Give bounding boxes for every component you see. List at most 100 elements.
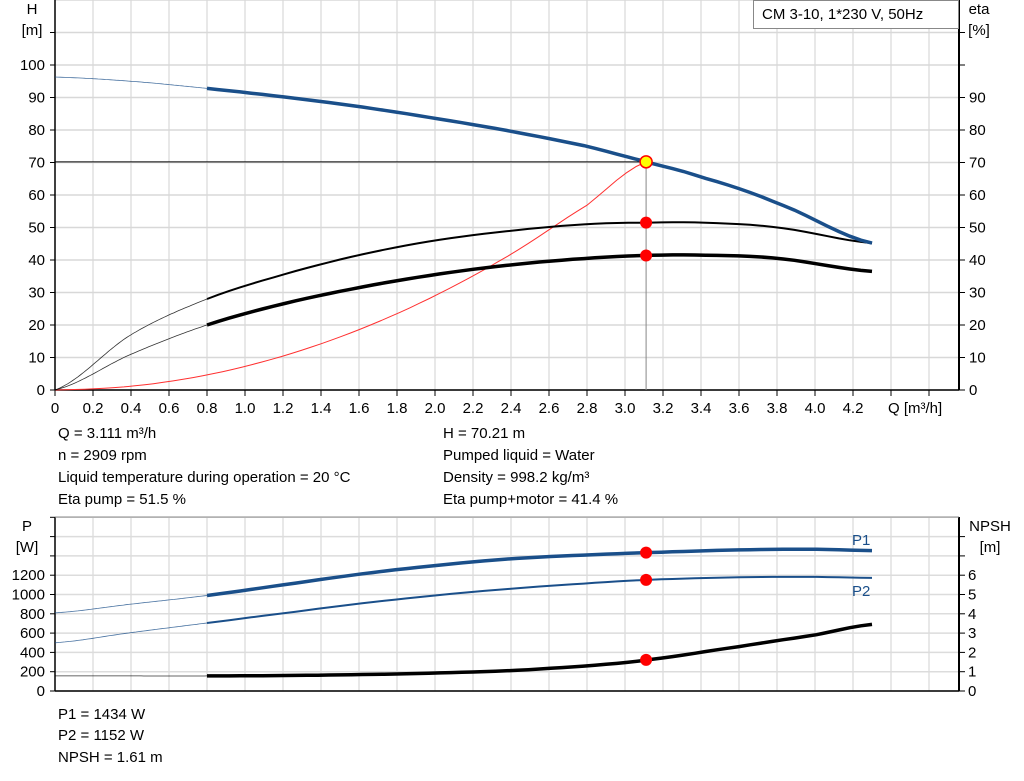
x-tick-label: 4.2 — [843, 400, 864, 417]
y-tick-label: 30 — [28, 285, 45, 302]
x-tick-label: 2.8 — [577, 400, 598, 417]
x-tick-label: 1.8 — [387, 400, 408, 417]
y-tick-label: 40 — [28, 252, 45, 269]
eta-total-duty-point — [640, 249, 653, 262]
y-tick-label-right: 30 — [969, 285, 986, 302]
info-head: H = 70.21 m — [443, 425, 526, 442]
eta-total-curve-line — [206, 253, 873, 327]
y-tick-label-right: 6 — [968, 567, 976, 584]
x-tick-label: 1.2 — [273, 400, 294, 417]
x-tick-label: 2.0 — [425, 400, 446, 417]
y-tick-label-right: 20 — [969, 317, 986, 334]
x-axis-label: Q [m³/h] — [888, 400, 942, 417]
y-tick-label: 200 — [20, 664, 45, 681]
x-tick-label: 1.6 — [349, 400, 370, 417]
y-tick-label: 10 — [28, 350, 45, 367]
x-tick-label: 3.8 — [767, 400, 788, 417]
y-tick-label-right: 90 — [969, 90, 986, 107]
y-tick-label: 60 — [28, 187, 45, 204]
y-tick-label-right: 10 — [969, 350, 986, 367]
p2-curve-line — [206, 575, 873, 624]
y-tick-label-right: 5 — [968, 587, 976, 604]
y-tick-label: 600 — [20, 625, 45, 642]
y-tick-label: 1000 — [12, 587, 45, 604]
y-tick-label: 80 — [28, 122, 45, 139]
y-tick-label-right: 2 — [968, 644, 976, 661]
x-tick-label: 0.4 — [121, 400, 142, 417]
y-tick-label: 70 — [28, 155, 45, 172]
p2-duty-point — [640, 573, 653, 586]
info-p1: P1 = 1434 W — [58, 706, 146, 723]
x-tick-label: 3.6 — [729, 400, 750, 417]
head-curve-extrapolated-line — [54, 76, 208, 89]
y-tick-label: 0 — [37, 382, 45, 399]
x-tick-label: 3.0 — [615, 400, 636, 417]
info-eta-pump: Eta pump = 51.5 % — [58, 491, 186, 508]
legend-box — [753, 0, 959, 29]
legend-title: CM 3-10, 1*230 V, 50Hz — [762, 6, 923, 23]
eta-pump-duty-point — [640, 216, 653, 229]
y-tick-label-right: 80 — [969, 122, 986, 139]
y-axis-unit: [m] — [22, 22, 43, 39]
y-tick-label: 100 — [20, 57, 45, 74]
y-tick-label: 400 — [20, 644, 45, 661]
eta-total-curve-extrapolated-line — [54, 324, 208, 391]
info-q: Q = 3.111 m³/h — [58, 425, 157, 442]
head-curve-line — [206, 86, 873, 245]
npsh-curve-line — [207, 622, 873, 678]
y-tick-label-right: 4 — [968, 606, 976, 623]
y-axis-right-unit: [%] — [968, 22, 990, 39]
y-tick-label-right: 40 — [969, 252, 986, 269]
p1-curve-extrapolated-line — [54, 595, 208, 614]
x-tick-label: 1.0 — [235, 400, 256, 417]
y-axis-right-label: NPSH — [969, 518, 1011, 535]
system-curve-line — [54, 161, 647, 391]
y-tick-label: 800 — [20, 606, 45, 623]
info-eta-total: Eta pump+motor = 41.4 % — [443, 491, 619, 508]
x-tick-label: 2.2 — [463, 400, 484, 417]
info-p2: P2 = 1152 W — [58, 727, 145, 744]
y-tick-label-right: 60 — [969, 187, 986, 204]
x-tick-label: 0.6 — [159, 400, 180, 417]
x-tick-label: 3.4 — [691, 400, 712, 417]
y-axis-right-unit: [m] — [980, 539, 1001, 556]
eta-pump-curve-line — [206, 221, 873, 300]
x-tick-label: 3.2 — [653, 400, 674, 417]
p1-curve-line — [206, 547, 873, 598]
y-tick-label-right: 0 — [969, 382, 977, 399]
info-pumped-liquid: Pumped liquid = Water — [443, 447, 595, 464]
head-duty-point — [639, 155, 653, 169]
y-tick-label-right: 50 — [969, 220, 986, 237]
x-tick-label: 0 — [51, 400, 59, 417]
y-tick-label: 90 — [28, 90, 45, 107]
x-tick-label: 2.6 — [539, 400, 560, 417]
x-tick-label: 2.4 — [501, 400, 522, 417]
y-tick-label: 0 — [37, 683, 45, 700]
p2-curve-extrapolated-line — [54, 622, 208, 644]
y-tick-label: 50 — [28, 220, 45, 237]
x-tick-label: 0.2 — [83, 400, 104, 417]
x-tick-label: 0.8 — [197, 400, 218, 417]
y-tick-label-right: 3 — [968, 625, 976, 642]
p1-series-label: P1 — [852, 532, 870, 549]
y-axis-label: P — [22, 518, 32, 535]
y-tick-label-right: 0 — [968, 683, 976, 700]
info-liquid-temp: Liquid temperature during operation = 20… — [58, 469, 351, 486]
y-axis-right-label: eta — [969, 1, 991, 18]
y-tick-label-right: 1 — [968, 664, 976, 681]
x-tick-label: 4.0 — [805, 400, 826, 417]
p2-series-label: P2 — [852, 583, 870, 600]
p1-duty-point — [640, 546, 653, 559]
npsh-duty-point — [640, 653, 653, 666]
y-axis-unit: [W] — [16, 539, 39, 556]
y-tick-label-right: 70 — [969, 155, 986, 172]
info-npsh: NPSH = 1.61 m — [58, 749, 163, 766]
info-speed: n = 2909 rpm — [58, 447, 147, 464]
y-tick-label: 1200 — [12, 567, 45, 584]
info-density: Density = 998.2 kg/m³ — [443, 469, 590, 486]
eta-pump-curve-extrapolated-line — [54, 298, 208, 391]
x-tick-label: 1.4 — [311, 400, 332, 417]
y-axis-label: H — [27, 1, 38, 18]
